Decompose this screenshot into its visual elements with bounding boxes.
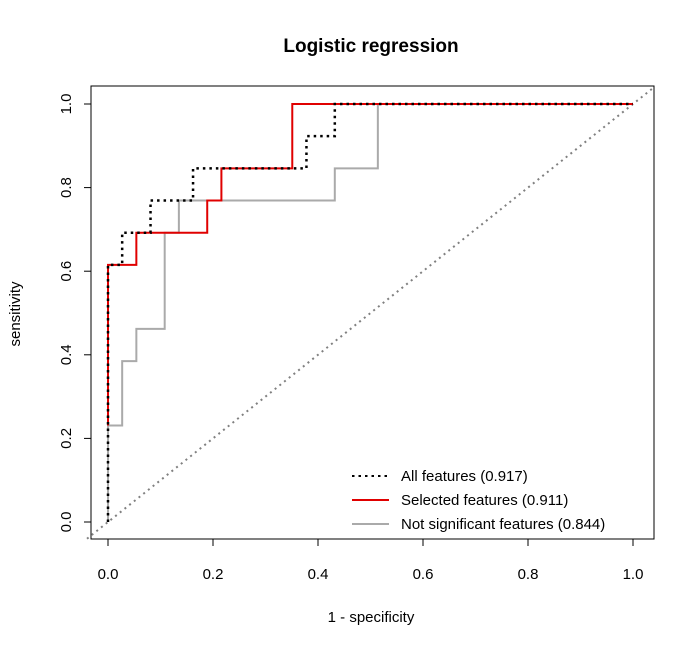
plot-frame	[90, 85, 655, 540]
y-tick-label: 0.4	[58, 344, 75, 365]
series-line-2	[107, 103, 633, 426]
chart-title: Logistic regression	[283, 36, 458, 57]
y-tick-label: 0.8	[58, 177, 75, 198]
y-tick-label: 1.0	[58, 94, 75, 115]
y-tick-label: 0.6	[58, 261, 75, 282]
reference-diagonal	[86, 86, 655, 540]
x-tick-label: 0.2	[203, 566, 224, 583]
y-axis: 0.0 0.2 0.4 0.6 0.8 1.0	[58, 94, 92, 533]
x-tick-label: 0.8	[518, 566, 539, 583]
x-tick-label: 0.4	[308, 566, 329, 583]
plot-area	[86, 86, 655, 540]
legend-label: Not significant features (0.844)	[401, 516, 605, 533]
legend-label: Selected features (0.911)	[401, 492, 568, 509]
x-tick-label: 0.6	[413, 566, 434, 583]
x-axis: 0.0 0.2 0.4 0.6 0.8 1.0	[98, 538, 644, 583]
y-axis-label: sensitivity	[7, 281, 24, 347]
legend: All features (0.917) Selected features (0…	[352, 468, 605, 533]
y-tick-label: 0.0	[58, 512, 75, 533]
x-tick-label: 0.0	[98, 566, 119, 583]
y-tick-label: 0.2	[58, 428, 75, 449]
x-tick-label: 1.0	[623, 566, 644, 583]
x-axis-label: 1 - specificity	[328, 609, 415, 626]
legend-label: All features (0.917)	[401, 468, 528, 485]
series-line-1	[106, 102, 633, 522]
